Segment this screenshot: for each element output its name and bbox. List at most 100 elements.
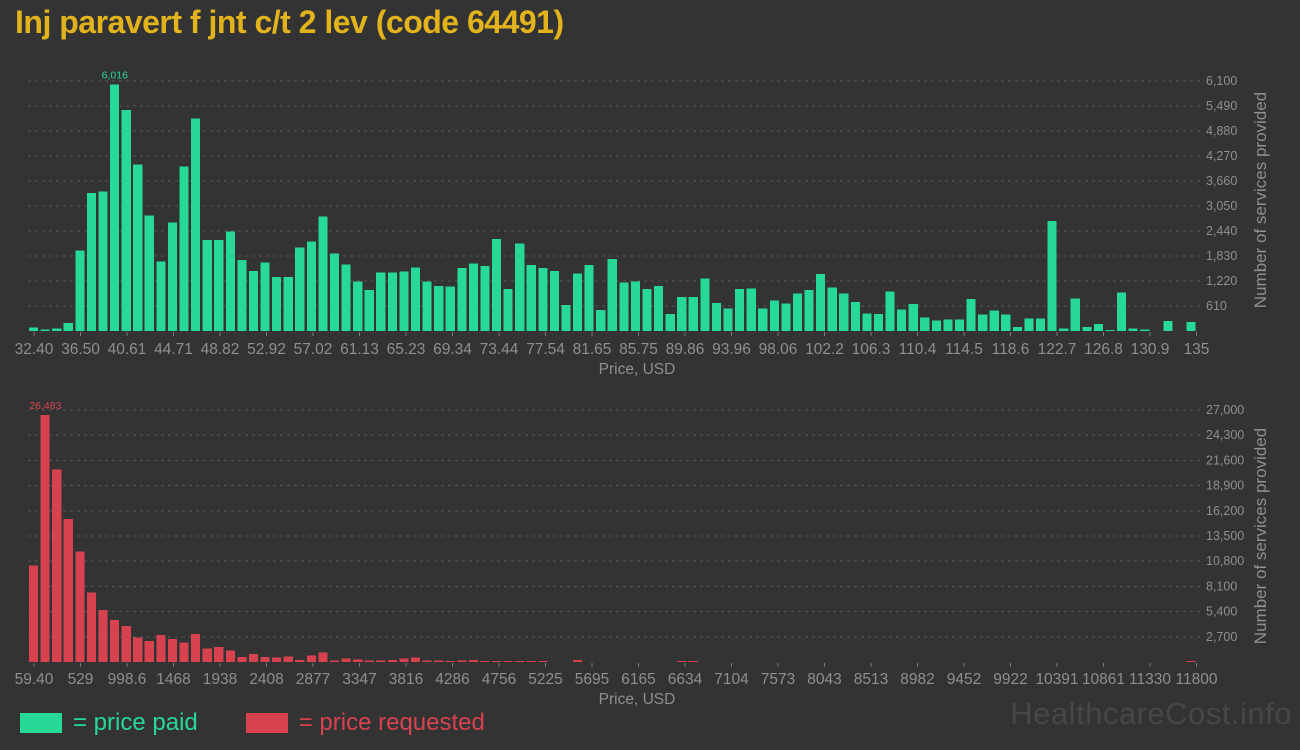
bar bbox=[897, 309, 907, 331]
x-tick-label: 529 bbox=[68, 671, 94, 688]
x-tick-label: 102.2 bbox=[805, 341, 844, 358]
x-axis-title: Price, USD bbox=[599, 691, 676, 708]
bar bbox=[920, 317, 930, 331]
x-tick-label: 11330 bbox=[1129, 671, 1171, 688]
x-tick-label: 11800 bbox=[1176, 671, 1218, 688]
x-tick-label: 52.92 bbox=[247, 341, 286, 358]
x-tick-label: 122.7 bbox=[1038, 341, 1077, 358]
bar bbox=[688, 661, 698, 662]
bar bbox=[283, 656, 293, 662]
bar bbox=[654, 285, 664, 331]
bar bbox=[121, 110, 131, 331]
bar bbox=[306, 655, 316, 662]
y-tick-label: 27,000 bbox=[1206, 403, 1244, 417]
bar bbox=[434, 285, 444, 331]
bar bbox=[1012, 326, 1022, 331]
bar bbox=[1140, 329, 1150, 331]
y-axis-title: Number of services provided bbox=[1251, 92, 1270, 308]
bar bbox=[248, 270, 259, 331]
x-tick-label: 10391 bbox=[1035, 671, 1078, 688]
x-tick-label: 81.65 bbox=[573, 341, 612, 358]
x-tick-label: 9922 bbox=[993, 671, 1027, 688]
x-tick-label: 44.71 bbox=[154, 341, 193, 358]
y-tick-label: 3,660 bbox=[1206, 174, 1237, 188]
bar bbox=[491, 238, 502, 331]
x-tick-label: 8982 bbox=[900, 671, 934, 688]
x-tick-label: 7573 bbox=[761, 671, 795, 688]
bar bbox=[943, 319, 953, 331]
bar bbox=[399, 271, 409, 331]
bar bbox=[758, 308, 768, 331]
bar bbox=[248, 654, 259, 662]
bar bbox=[769, 300, 779, 331]
price-paid-label: = price paid bbox=[73, 709, 198, 736]
x-tick-label: 32.40 bbox=[15, 341, 54, 358]
x-tick-label: 59.40 bbox=[15, 671, 54, 688]
bar bbox=[526, 264, 536, 331]
x-tick-label: 110.4 bbox=[899, 341, 937, 358]
y-tick-label: 1,830 bbox=[1206, 249, 1237, 263]
x-tick-label: 8513 bbox=[854, 671, 888, 688]
bar bbox=[40, 329, 50, 331]
bar bbox=[191, 118, 201, 331]
bar bbox=[1128, 328, 1138, 331]
price-requested-histogram: 2,700 5,400 8,100 10,800 13,500 16,200 18,900 2… bbox=[15, 400, 1270, 708]
bar bbox=[341, 264, 351, 331]
x-tick-label: 114.5 bbox=[945, 341, 983, 358]
bar bbox=[735, 289, 745, 331]
bar bbox=[908, 304, 918, 331]
x-tick-label: 2408 bbox=[249, 671, 283, 688]
bar bbox=[816, 274, 826, 331]
bar bbox=[561, 304, 571, 331]
x-tick-label: 48.82 bbox=[201, 341, 240, 358]
bar bbox=[156, 635, 166, 662]
bar bbox=[86, 192, 97, 331]
x-tick-label: 65.23 bbox=[387, 341, 426, 358]
bar bbox=[1059, 328, 1069, 331]
x-tick-label: 5695 bbox=[575, 671, 609, 688]
bar bbox=[295, 660, 305, 662]
page-title: Inj paravert f jnt c/t 2 lev (code 64491… bbox=[15, 4, 564, 40]
bar bbox=[503, 661, 513, 662]
bar bbox=[110, 620, 120, 662]
x-tick-label: 10861 bbox=[1082, 671, 1125, 688]
x-tick-label: 6634 bbox=[668, 671, 703, 688]
bar bbox=[237, 656, 247, 662]
bar bbox=[746, 288, 756, 331]
bar bbox=[144, 215, 154, 331]
x-tick-label: 8043 bbox=[807, 671, 841, 688]
bar bbox=[850, 301, 860, 331]
x-tick-label: 89.86 bbox=[666, 341, 705, 358]
y-tick-label: 4,270 bbox=[1206, 149, 1237, 163]
bar bbox=[966, 299, 976, 331]
bar bbox=[723, 308, 733, 331]
bar bbox=[1001, 314, 1011, 331]
bar bbox=[1163, 320, 1173, 331]
bar bbox=[468, 660, 478, 662]
y-tick-label: 6,100 bbox=[1206, 74, 1237, 88]
bar bbox=[214, 240, 224, 331]
bar bbox=[422, 281, 432, 331]
y-tick-label: 2,440 bbox=[1206, 224, 1237, 238]
legend-item-price-paid: = price paid bbox=[20, 709, 198, 737]
x-tick-label: 9452 bbox=[947, 671, 981, 688]
bar bbox=[121, 626, 131, 662]
x-tick-label: 126.8 bbox=[1084, 341, 1123, 358]
bar bbox=[167, 639, 178, 662]
x-tick-label: 1468 bbox=[156, 671, 190, 688]
bar bbox=[434, 660, 444, 662]
bar bbox=[167, 222, 178, 331]
bar bbox=[700, 278, 710, 331]
x-tick-label: 36.50 bbox=[61, 341, 100, 358]
bar bbox=[63, 322, 73, 331]
x-tick-label: 98.06 bbox=[759, 341, 798, 358]
price-requested-swatch bbox=[245, 713, 288, 733]
legend: = price paid = price requested bbox=[20, 709, 485, 737]
bar bbox=[387, 659, 397, 662]
bar bbox=[237, 260, 247, 331]
y-tick-label: 610 bbox=[1206, 299, 1227, 313]
bar bbox=[607, 259, 617, 331]
x-tick-label: 61.13 bbox=[340, 341, 379, 358]
